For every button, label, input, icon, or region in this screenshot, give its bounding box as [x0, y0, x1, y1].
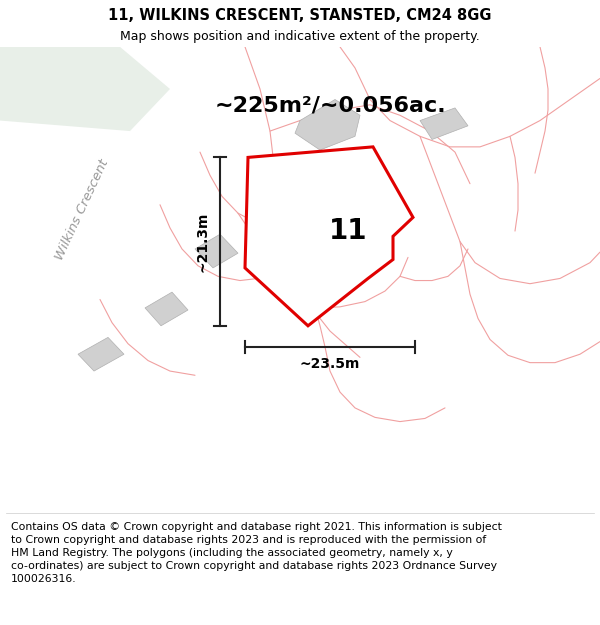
Polygon shape — [145, 292, 188, 326]
Text: 11, WILKINS CRESCENT, STANSTED, CM24 8GG: 11, WILKINS CRESCENT, STANSTED, CM24 8GG — [108, 8, 492, 23]
Text: Map shows position and indicative extent of the property.: Map shows position and indicative extent… — [120, 31, 480, 44]
Text: ~225m²/~0.056ac.: ~225m²/~0.056ac. — [214, 95, 446, 115]
Text: Contains OS data © Crown copyright and database right 2021. This information is : Contains OS data © Crown copyright and d… — [11, 521, 502, 584]
Text: ~23.5m: ~23.5m — [300, 357, 360, 371]
Text: 11: 11 — [328, 217, 367, 245]
Polygon shape — [420, 108, 468, 139]
Polygon shape — [195, 234, 238, 268]
Polygon shape — [245, 147, 413, 326]
Polygon shape — [295, 99, 360, 150]
Polygon shape — [278, 162, 340, 213]
Polygon shape — [78, 338, 124, 371]
Text: ~21.3m: ~21.3m — [196, 211, 210, 272]
Text: Wilkins Crescent: Wilkins Crescent — [53, 158, 111, 262]
Polygon shape — [0, 47, 170, 131]
